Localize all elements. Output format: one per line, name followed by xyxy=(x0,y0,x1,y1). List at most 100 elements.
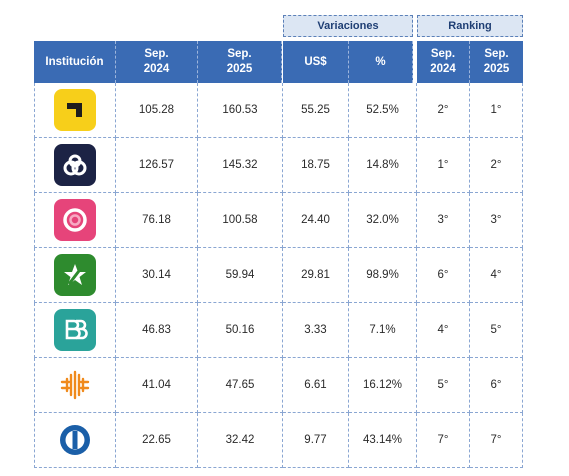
rank-2025-cell: 1° xyxy=(470,83,523,138)
sep-2025-cell-value: 145.32 xyxy=(222,159,258,171)
sep-2024-cell: 41.04 xyxy=(116,358,198,413)
orange-lines-logo-icon xyxy=(54,364,96,406)
sep-2025-cell: 47.65 xyxy=(198,358,283,413)
sep-2024-cell-value: 105.28 xyxy=(138,104,175,116)
header-rank-2024-line2: 2024 xyxy=(430,63,456,75)
institucion-cell xyxy=(34,138,116,193)
sep-2024-cell: 46.83 xyxy=(116,303,198,358)
pct-variation-cell-value: 14.8% xyxy=(366,159,399,171)
rank-2024-cell: 1° xyxy=(417,138,470,193)
rank-2025-cell: 3° xyxy=(470,193,523,248)
header-rank-2025-line2: 2025 xyxy=(483,63,510,75)
institucion-cell xyxy=(34,358,116,413)
header-pct: % xyxy=(349,41,413,83)
header-rank-2025-line1: Sep. xyxy=(484,48,509,60)
rank-2025-cell-value: 4° xyxy=(490,269,502,281)
rank-2025-cell-value: 6° xyxy=(490,379,502,391)
pct-variation-cell-value: 7.1% xyxy=(369,324,396,336)
rank-2024-cell-value: 2° xyxy=(437,104,449,116)
pct-variation-cell: 7.1% xyxy=(349,303,417,358)
header-sep-2025-line2: 2025 xyxy=(226,63,253,75)
pct-variation-cell: 32.0% xyxy=(349,193,417,248)
rank-2025-cell: 5° xyxy=(470,303,523,358)
pct-variation-cell-value: 43.14% xyxy=(362,434,402,446)
usd-variation-cell: 24.40 xyxy=(283,193,349,248)
usd-variation-cell: 6.61 xyxy=(283,358,349,413)
usd-variation-cell-value: 3.33 xyxy=(304,324,327,336)
usd-variation-cell: 55.25 xyxy=(283,83,349,138)
table-row: 105.28 160.53 55.25 52.5% 2° 1° xyxy=(34,83,523,138)
header-sep-2024-line2: 2024 xyxy=(143,63,170,75)
sep-2024-cell-value: 30.14 xyxy=(142,269,171,281)
sep-2024-cell-value: 46.83 xyxy=(142,324,171,336)
usd-variation-cell-value: 24.40 xyxy=(301,214,330,226)
sep-2024-cell-value: 22.65 xyxy=(142,434,171,446)
table-header-row: Institución Sep. 2024 Sep. 2025 US$ % Sep.… xyxy=(34,41,523,83)
rank-2024-cell-value: 7° xyxy=(437,434,449,446)
table-row: 41.04 47.65 6.61 16.12% 5° 6° xyxy=(34,358,523,413)
rank-2024-cell: 6° xyxy=(417,248,470,303)
table-row: 46.83 50.16 3.33 7.1% 4° 5° xyxy=(34,303,523,358)
institucion-cell xyxy=(34,193,116,248)
sep-2024-cell: 76.18 xyxy=(116,193,198,248)
sep-2025-cell: 59.94 xyxy=(198,248,283,303)
pct-variation-cell: 43.14% xyxy=(349,413,417,468)
table-row: 30.14 59.94 29.81 98.9% 6° 4° xyxy=(34,248,523,303)
header-rank-2025: Sep. 2025 xyxy=(470,41,523,83)
pct-variation-cell: 16.12% xyxy=(349,358,417,413)
sep-2024-cell-value: 126.57 xyxy=(138,159,175,171)
sep-2024-cell-value: 76.18 xyxy=(142,214,171,226)
sep-2024-cell: 105.28 xyxy=(116,83,198,138)
usd-variation-cell-value: 6.61 xyxy=(304,379,327,391)
usd-variation-cell: 3.33 xyxy=(283,303,349,358)
usd-variation-cell: 18.75 xyxy=(283,138,349,193)
rank-2025-cell: 4° xyxy=(470,248,523,303)
pct-variation-cell-value: 52.5% xyxy=(366,104,399,116)
sep-2025-cell-value: 50.16 xyxy=(225,324,255,336)
sep-2025-cell: 50.16 xyxy=(198,303,283,358)
pct-variation-cell-value: 16.12% xyxy=(362,379,402,391)
usd-variation-cell: 29.81 xyxy=(283,248,349,303)
sep-2024-cell: 22.65 xyxy=(116,413,198,468)
sep-2025-cell: 32.42 xyxy=(198,413,283,468)
rank-2024-cell-value: 6° xyxy=(437,269,449,281)
pct-variation-cell-value: 98.9% xyxy=(366,269,399,281)
pct-variation-cell-value: 32.0% xyxy=(366,214,399,226)
header-institucion: Institución xyxy=(34,41,116,83)
institucion-cell xyxy=(34,303,116,358)
institucion-cell xyxy=(34,83,116,138)
yellow-corner-logo-icon xyxy=(54,89,96,131)
variaciones-group-header: Variaciones xyxy=(283,15,413,37)
header-sep-2025: Sep. 2025 xyxy=(198,41,282,83)
rank-2024-cell-value: 4° xyxy=(437,324,449,336)
rank-2024-cell: 2° xyxy=(417,83,470,138)
table-row: 76.18 100.58 24.40 32.0% 3° 3° xyxy=(34,193,523,248)
sep-2025-cell: 100.58 xyxy=(198,193,283,248)
sep-2025-cell-value: 59.94 xyxy=(225,269,255,281)
sep-2025-cell-value: 160.53 xyxy=(222,104,258,116)
table-row: 22.65 32.42 9.77 43.14% 7° 7° xyxy=(34,413,523,468)
rank-2024-cell-value: 3° xyxy=(437,214,449,226)
sep-2024-cell: 30.14 xyxy=(116,248,198,303)
rank-2025-cell: 6° xyxy=(470,358,523,413)
header-usd: US$ xyxy=(283,41,349,83)
pct-variation-cell: 14.8% xyxy=(349,138,417,193)
sep-2025-cell-value: 47.65 xyxy=(225,379,255,391)
sep-2024-cell: 126.57 xyxy=(116,138,198,193)
rank-2025-cell: 7° xyxy=(470,413,523,468)
rank-2025-cell-value: 7° xyxy=(490,434,502,446)
header-rank-2024: Sep. 2024 xyxy=(417,41,470,83)
rank-2025-cell-value: 5° xyxy=(490,324,502,336)
rank-2025-cell-value: 2° xyxy=(490,159,502,171)
rank-2025-cell-value: 3° xyxy=(490,214,502,226)
blue-circle-logo-icon xyxy=(54,419,96,461)
usd-variation-cell-value: 29.81 xyxy=(301,269,330,281)
rank-2024-cell: 7° xyxy=(417,413,470,468)
header-rank-2024-line1: Sep. xyxy=(430,48,456,60)
usd-variation-cell-value: 55.25 xyxy=(301,104,330,116)
institucion-cell xyxy=(34,248,116,303)
pink-swirl-logo-icon xyxy=(54,199,96,241)
header-sep-2024-line1: Sep. xyxy=(144,48,169,60)
header-sep-2025-line1: Sep. xyxy=(227,48,252,60)
pct-variation-cell: 98.9% xyxy=(349,248,417,303)
